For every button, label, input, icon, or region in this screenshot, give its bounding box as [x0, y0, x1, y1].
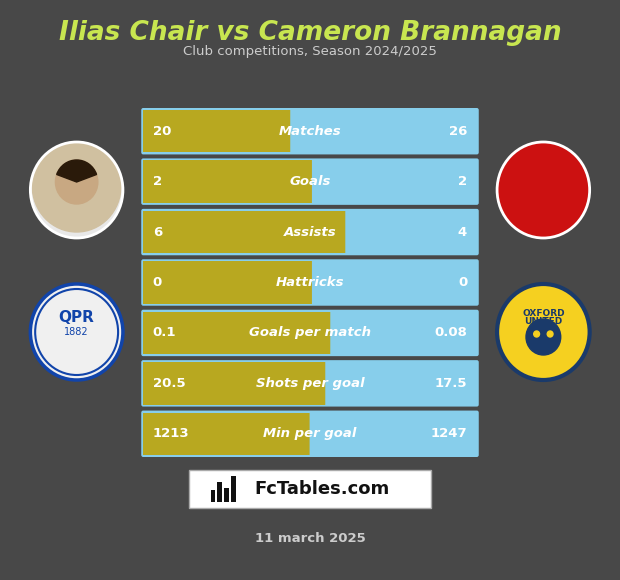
Circle shape	[534, 331, 539, 337]
Text: 0: 0	[153, 276, 162, 289]
Wedge shape	[56, 160, 97, 182]
Circle shape	[497, 284, 590, 380]
FancyBboxPatch shape	[141, 259, 479, 306]
Circle shape	[526, 319, 560, 355]
Text: 20: 20	[153, 125, 171, 137]
Text: Min per goal: Min per goal	[264, 427, 356, 440]
Bar	[231, 476, 236, 502]
Text: 2: 2	[153, 175, 162, 188]
FancyBboxPatch shape	[141, 209, 345, 255]
Circle shape	[497, 142, 590, 238]
Text: Goals per match: Goals per match	[249, 327, 371, 339]
FancyBboxPatch shape	[141, 209, 479, 255]
Text: 4: 4	[458, 226, 467, 238]
Circle shape	[32, 140, 121, 232]
Text: UNITED: UNITED	[525, 317, 562, 327]
FancyBboxPatch shape	[141, 158, 479, 205]
Text: 0.1: 0.1	[153, 327, 176, 339]
Text: OXFORD: OXFORD	[522, 310, 565, 318]
Text: Goals: Goals	[290, 175, 330, 188]
Text: 11 march 2025: 11 march 2025	[255, 531, 365, 545]
Text: 20.5: 20.5	[153, 377, 185, 390]
Bar	[224, 488, 229, 502]
FancyBboxPatch shape	[141, 411, 479, 457]
Bar	[211, 490, 216, 502]
FancyBboxPatch shape	[141, 158, 312, 205]
Circle shape	[55, 160, 98, 204]
Circle shape	[30, 142, 123, 238]
Text: QPR: QPR	[59, 310, 95, 324]
FancyBboxPatch shape	[141, 259, 312, 306]
FancyBboxPatch shape	[141, 411, 309, 457]
Text: 0.08: 0.08	[434, 327, 467, 339]
Text: 1882: 1882	[64, 327, 89, 337]
Text: 2: 2	[458, 175, 467, 188]
Text: Hattricks: Hattricks	[276, 276, 344, 289]
Bar	[218, 482, 222, 502]
FancyBboxPatch shape	[141, 310, 330, 356]
Circle shape	[547, 331, 553, 337]
Text: Matches: Matches	[278, 125, 342, 137]
FancyBboxPatch shape	[190, 470, 430, 508]
Text: 0: 0	[458, 276, 467, 289]
Text: 6: 6	[153, 226, 162, 238]
Text: 26: 26	[449, 125, 467, 137]
Circle shape	[30, 284, 123, 380]
Text: 1247: 1247	[430, 427, 467, 440]
Text: FcTables.com: FcTables.com	[254, 480, 389, 498]
Text: Club competitions, Season 2024/2025: Club competitions, Season 2024/2025	[183, 45, 437, 58]
Text: Shots per goal: Shots per goal	[255, 377, 365, 390]
Text: 1213: 1213	[153, 427, 190, 440]
FancyBboxPatch shape	[141, 360, 479, 407]
Text: Assists: Assists	[284, 226, 336, 238]
Text: Ilias Chair vs Cameron Brannagan: Ilias Chair vs Cameron Brannagan	[59, 20, 561, 46]
FancyBboxPatch shape	[141, 108, 479, 154]
FancyBboxPatch shape	[141, 310, 479, 356]
FancyBboxPatch shape	[141, 108, 290, 154]
FancyBboxPatch shape	[141, 360, 326, 407]
Text: 17.5: 17.5	[435, 377, 467, 390]
